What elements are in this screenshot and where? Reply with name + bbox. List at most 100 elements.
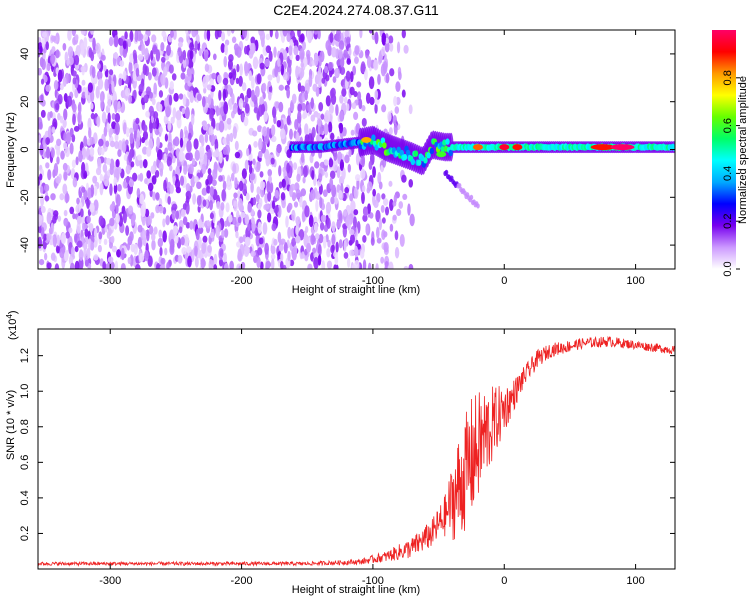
noise-speck bbox=[300, 188, 307, 197]
noise-speck bbox=[39, 185, 44, 194]
noise-speck bbox=[81, 79, 86, 86]
noise-speck bbox=[62, 183, 68, 195]
noise-speck bbox=[338, 189, 343, 199]
noise-speck bbox=[44, 195, 50, 202]
noise-speck bbox=[40, 78, 45, 85]
noise-speck bbox=[330, 196, 335, 205]
noise-speck bbox=[252, 158, 256, 166]
noise-speck bbox=[136, 30, 142, 42]
spectrogram-x-axis-label: Height of straight line (km) bbox=[292, 284, 420, 296]
noise-speck bbox=[232, 103, 238, 115]
signal-band-core bbox=[371, 134, 376, 141]
noise-speck bbox=[204, 132, 209, 143]
noise-speck bbox=[271, 200, 276, 210]
noise-speck bbox=[104, 224, 108, 233]
noise-speck bbox=[169, 80, 174, 90]
noise-speck bbox=[129, 53, 134, 64]
noise-speck bbox=[128, 179, 134, 188]
noise-speck bbox=[232, 163, 237, 175]
noise-speck bbox=[288, 45, 293, 56]
noise-speck bbox=[250, 36, 256, 45]
noise-speck bbox=[78, 249, 84, 261]
noise-speck bbox=[260, 261, 264, 269]
noise-speck bbox=[159, 168, 164, 177]
noise-speck bbox=[241, 82, 247, 92]
noise-speck bbox=[295, 235, 301, 244]
noise-speck bbox=[111, 210, 116, 219]
noise-speck bbox=[199, 145, 205, 159]
noise-speck bbox=[116, 249, 122, 258]
noise-speck bbox=[84, 228, 89, 238]
noise-speck bbox=[205, 178, 209, 186]
noise-speck bbox=[189, 163, 194, 175]
noise-speck bbox=[367, 262, 372, 269]
noise-speck bbox=[349, 86, 355, 96]
noise-speck bbox=[239, 236, 244, 244]
noise-speck bbox=[177, 46, 182, 57]
noise-speck bbox=[313, 222, 318, 233]
noise-speck bbox=[300, 152, 305, 163]
noise-speck bbox=[238, 75, 243, 87]
noise-speck bbox=[324, 112, 328, 124]
noise-speck bbox=[130, 215, 135, 226]
noise-speck bbox=[111, 80, 115, 94]
noise-speck bbox=[91, 66, 96, 79]
noise-speck bbox=[47, 169, 52, 181]
signal-band-core bbox=[396, 146, 401, 153]
noise-speck bbox=[145, 86, 152, 96]
noise-speck bbox=[375, 263, 379, 269]
noise-speck bbox=[370, 237, 375, 246]
noise-speck bbox=[57, 93, 63, 105]
noise-speck bbox=[209, 199, 213, 211]
noise-speck bbox=[136, 187, 141, 198]
noise-speck bbox=[127, 256, 132, 265]
noise-speck bbox=[395, 81, 401, 93]
noise-speck bbox=[243, 45, 248, 55]
noise-speck bbox=[187, 30, 192, 35]
noise-speck bbox=[220, 42, 226, 54]
noise-speck bbox=[234, 140, 239, 151]
noise-speck bbox=[178, 150, 184, 162]
noise-speck bbox=[172, 107, 177, 119]
noise-speck bbox=[264, 58, 270, 68]
spectrogram-y-tick-label: 0 bbox=[19, 146, 31, 152]
noise-speck bbox=[347, 163, 352, 173]
noise-speck bbox=[60, 150, 65, 160]
noise-speck bbox=[67, 30, 72, 41]
noise-speck bbox=[142, 230, 148, 241]
noise-speck bbox=[204, 63, 210, 73]
noise-speck bbox=[175, 110, 182, 121]
noise-speck bbox=[343, 252, 349, 259]
noise-speck bbox=[307, 263, 313, 269]
noise-speck bbox=[233, 43, 239, 52]
noise-speck bbox=[333, 263, 339, 269]
noise-speck bbox=[51, 126, 56, 134]
noise-speck bbox=[381, 32, 387, 46]
noise-speck bbox=[396, 208, 402, 217]
noise-speck bbox=[80, 42, 85, 56]
noise-speck bbox=[118, 77, 123, 87]
noise-speck bbox=[270, 245, 276, 255]
noise-speck bbox=[46, 233, 52, 241]
noise-speck bbox=[45, 41, 49, 50]
noise-speck bbox=[39, 46, 43, 54]
noise-speck bbox=[163, 66, 168, 77]
noise-speck bbox=[114, 140, 120, 150]
noise-speck bbox=[253, 255, 257, 263]
noise-speck bbox=[286, 33, 291, 43]
noise-speck bbox=[209, 212, 214, 220]
noise-speck bbox=[302, 57, 308, 68]
noise-speck bbox=[252, 56, 259, 70]
noise-speck bbox=[375, 209, 381, 223]
noise-speck bbox=[211, 72, 217, 80]
noise-speck bbox=[68, 227, 73, 234]
noise-speck bbox=[389, 43, 394, 52]
noise-speck bbox=[108, 227, 112, 237]
noise-speck bbox=[133, 52, 138, 61]
noise-speck bbox=[139, 172, 144, 182]
noise-speck bbox=[249, 172, 256, 181]
noise-speck bbox=[86, 215, 91, 224]
noise-speck bbox=[38, 236, 42, 249]
noise-speck bbox=[165, 106, 171, 118]
noise-speck bbox=[238, 98, 244, 110]
